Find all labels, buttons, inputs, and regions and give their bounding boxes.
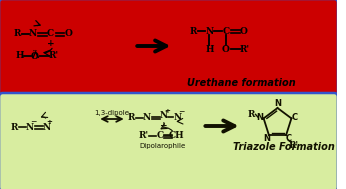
- Text: O: O: [239, 26, 247, 36]
- Text: C: C: [285, 134, 291, 143]
- Text: C: C: [47, 29, 54, 39]
- Text: N: N: [256, 113, 263, 122]
- Text: N: N: [263, 134, 270, 143]
- Text: R: R: [14, 29, 21, 39]
- Text: Triazole Formation: Triazole Formation: [234, 142, 335, 152]
- Text: C: C: [222, 26, 229, 36]
- Text: R: R: [189, 26, 197, 36]
- Text: R': R': [139, 132, 149, 140]
- Text: Urethane formation: Urethane formation: [187, 78, 296, 88]
- Text: O: O: [222, 44, 230, 53]
- Text: H: H: [15, 51, 24, 60]
- Text: R: R: [128, 114, 135, 122]
- Text: −: −: [178, 108, 184, 116]
- Text: R: R: [11, 122, 18, 132]
- Text: +: +: [165, 108, 171, 114]
- Text: N: N: [160, 112, 168, 121]
- Text: R': R': [48, 51, 58, 60]
- Text: +: +: [47, 39, 54, 47]
- Text: +: +: [160, 122, 167, 130]
- Text: 1,3-dipole: 1,3-dipole: [94, 110, 129, 116]
- Text: N: N: [29, 29, 37, 39]
- Text: N: N: [26, 122, 34, 132]
- Text: C: C: [156, 132, 163, 140]
- Text: R': R': [289, 141, 299, 150]
- Text: R': R': [239, 44, 249, 53]
- Text: H: H: [205, 44, 213, 53]
- Text: Dipolarophile: Dipolarophile: [139, 143, 186, 149]
- Text: Ö: Ö: [31, 51, 39, 60]
- Text: N: N: [205, 26, 213, 36]
- Text: −: −: [30, 118, 36, 126]
- Text: +: +: [47, 119, 53, 125]
- Text: N: N: [43, 122, 51, 132]
- Text: R: R: [248, 110, 255, 119]
- Text: CH: CH: [169, 132, 184, 140]
- FancyBboxPatch shape: [0, 93, 338, 189]
- Text: N: N: [173, 112, 181, 122]
- Text: N: N: [143, 114, 151, 122]
- Text: O: O: [64, 29, 72, 39]
- Text: N: N: [274, 99, 281, 108]
- FancyBboxPatch shape: [0, 0, 338, 97]
- Text: C: C: [292, 113, 298, 122]
